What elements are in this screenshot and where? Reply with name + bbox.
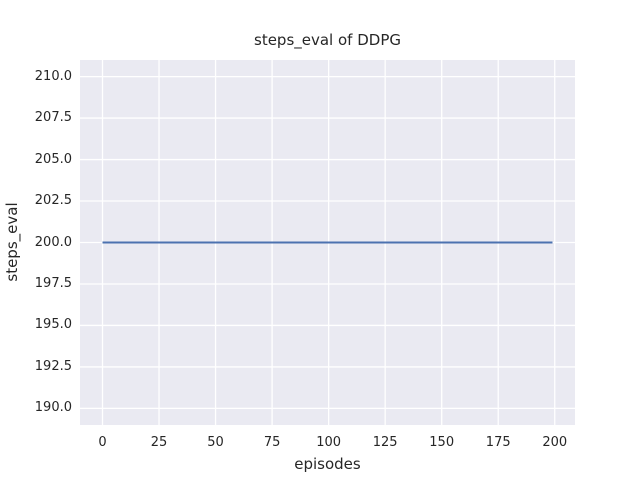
y-tick-label: 202.5 <box>34 193 72 209</box>
y-tick-label: 207.5 <box>34 110 72 126</box>
y-tick-label: 192.5 <box>34 358 72 374</box>
x-tick-label: 50 <box>207 435 224 450</box>
y-tick-label: 190.0 <box>34 400 72 416</box>
y-tick-label: 195.0 <box>34 317 72 333</box>
plot-area <box>80 60 575 425</box>
x-tick-label: 75 <box>263 435 281 450</box>
plot-canvas <box>80 60 575 425</box>
x-tick-label: 25 <box>150 435 168 450</box>
x-axis-label: episodes <box>294 455 361 473</box>
y-axis-label: steps_eval <box>3 202 21 282</box>
x-tick-label: 175 <box>485 435 511 450</box>
y-tick-label: 197.5 <box>34 275 72 291</box>
x-tick-label: 100 <box>316 435 342 450</box>
y-tick-label: 210.0 <box>34 68 72 84</box>
x-tick-label: 150 <box>429 435 455 450</box>
chart-title: steps_eval of DDPG <box>254 31 401 49</box>
x-tick-label: 0 <box>98 435 107 450</box>
x-tick-label: 125 <box>372 435 398 450</box>
y-tick-label: 205.0 <box>34 151 72 167</box>
x-tick-label: 200 <box>542 435 568 450</box>
y-tick-label: 200.0 <box>34 234 72 250</box>
